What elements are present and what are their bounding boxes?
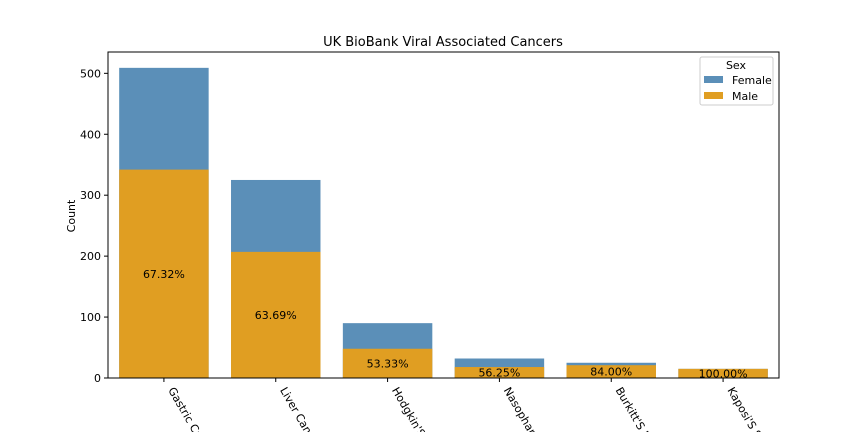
bar-male bbox=[678, 368, 768, 378]
bar-male bbox=[342, 348, 433, 378]
bar-percent-label: 100.00% bbox=[699, 367, 748, 380]
y-tick-label: 500 bbox=[80, 67, 101, 80]
bar-male bbox=[454, 367, 545, 378]
bar-percent-label: 63.69% bbox=[255, 309, 297, 322]
bars-layer bbox=[119, 67, 768, 378]
legend-title: Sex bbox=[726, 59, 747, 72]
y-tick-label: 300 bbox=[80, 189, 101, 202]
y-axis: 0 100 200 300 400 500 bbox=[80, 67, 108, 385]
x-tick-label: Hodgkin'S bbox=[389, 385, 428, 432]
x-axis: Gastric Ca Liver Canc Hodgkin'S Nasophan Bur… bbox=[163, 378, 764, 437]
legend-swatch-female bbox=[704, 76, 723, 83]
bar-percent-label: 56.25% bbox=[478, 367, 520, 380]
bar-percent-label: 67.32% bbox=[143, 268, 185, 281]
bar-male bbox=[566, 365, 656, 378]
legend-label-female: Female bbox=[732, 74, 772, 87]
bar-percent-label: 84.00% bbox=[590, 366, 632, 379]
y-tick-label: 200 bbox=[80, 250, 101, 263]
bar-percent-label: 53.33% bbox=[367, 357, 409, 370]
plot-frame bbox=[107, 51, 780, 379]
x-tick-label: Burkitt'S L bbox=[613, 385, 653, 432]
legend: Sex Female Male bbox=[699, 56, 774, 106]
y-tick-label: 0 bbox=[94, 372, 101, 385]
percent-labels-layer: 67.32% 63.69% 53.33% 56.25% 84.00% 100.00% bbox=[143, 268, 748, 381]
bar-male bbox=[119, 169, 209, 378]
legend-swatch-male bbox=[704, 92, 723, 99]
bar-male bbox=[231, 251, 321, 378]
x-tick-label: Kaposi'S S bbox=[724, 385, 764, 432]
y-axis-label: Count bbox=[65, 199, 78, 232]
x-tick-label: Liver Canc bbox=[277, 385, 317, 432]
legend-label-male: Male bbox=[732, 90, 758, 103]
x-tick-label: Gastric Ca bbox=[165, 385, 205, 432]
x-tick-label: Nasophan bbox=[501, 385, 540, 432]
chart-title: UK BioBank Viral Associated Cancers bbox=[323, 35, 563, 50]
y-tick-label: 100 bbox=[80, 311, 101, 324]
y-tick-label: 400 bbox=[80, 128, 101, 141]
